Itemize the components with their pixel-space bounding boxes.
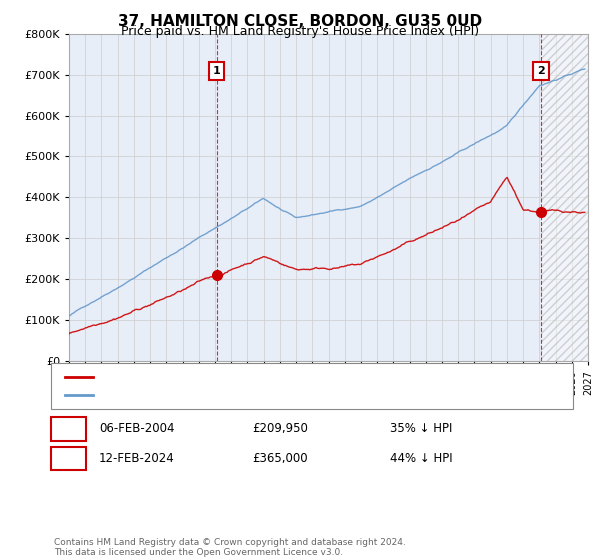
Text: £209,950: £209,950 <box>252 422 308 436</box>
Text: 44% ↓ HPI: 44% ↓ HPI <box>390 452 452 465</box>
Text: 2: 2 <box>537 66 545 76</box>
Text: 1: 1 <box>213 66 220 76</box>
Text: HPI: Average price, detached house, East Hampshire: HPI: Average price, detached house, East… <box>97 390 386 400</box>
Text: Contains HM Land Registry data © Crown copyright and database right 2024.
This d: Contains HM Land Registry data © Crown c… <box>54 538 406 557</box>
Bar <box>541 34 588 361</box>
Text: £365,000: £365,000 <box>252 452 308 465</box>
Text: 2: 2 <box>64 452 73 465</box>
Text: 1: 1 <box>64 422 73 436</box>
Text: Price paid vs. HM Land Registry's House Price Index (HPI): Price paid vs. HM Land Registry's House … <box>121 25 479 38</box>
Text: 37, HAMILTON CLOSE, BORDON, GU35 0UD: 37, HAMILTON CLOSE, BORDON, GU35 0UD <box>118 14 482 29</box>
Text: 06-FEB-2004: 06-FEB-2004 <box>99 422 175 436</box>
Text: 12-FEB-2024: 12-FEB-2024 <box>99 452 175 465</box>
Bar <box>541 34 588 361</box>
Text: 37, HAMILTON CLOSE, BORDON, GU35 0UD (detached house): 37, HAMILTON CLOSE, BORDON, GU35 0UD (de… <box>97 372 433 382</box>
Text: 35% ↓ HPI: 35% ↓ HPI <box>390 422 452 436</box>
